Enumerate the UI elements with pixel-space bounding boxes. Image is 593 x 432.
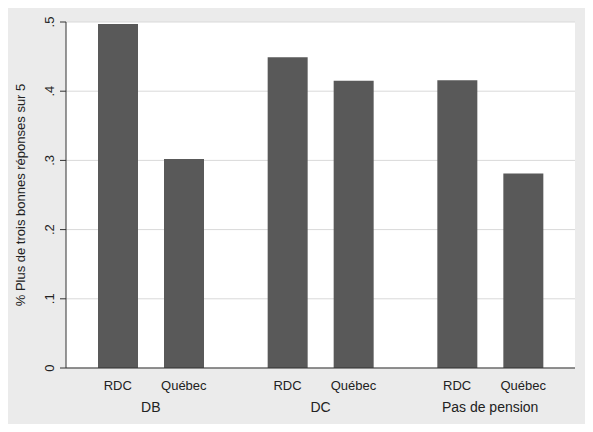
svg-text:RDC: RDC	[104, 378, 132, 393]
svg-text:.3: .3	[42, 155, 57, 166]
svg-text:RDC: RDC	[273, 378, 301, 393]
svg-text:RDC: RDC	[443, 378, 471, 393]
svg-text:DC: DC	[310, 399, 330, 415]
svg-text:.4: .4	[42, 86, 57, 97]
svg-text:0: 0	[42, 364, 57, 371]
svg-text:DB: DB	[141, 399, 160, 415]
svg-text:% Plus de trois bonnes réponse: % Plus de trois bonnes réponses sur 5	[13, 84, 28, 307]
svg-text:Pas de pension: Pas de pension	[442, 399, 539, 415]
svg-text:.5: .5	[42, 17, 57, 28]
svg-text:.1: .1	[42, 293, 57, 304]
svg-text:.2: .2	[42, 224, 57, 235]
svg-text:Québec: Québec	[331, 378, 377, 393]
svg-text:Québec: Québec	[500, 378, 546, 393]
svg-text:Québec: Québec	[161, 378, 207, 393]
